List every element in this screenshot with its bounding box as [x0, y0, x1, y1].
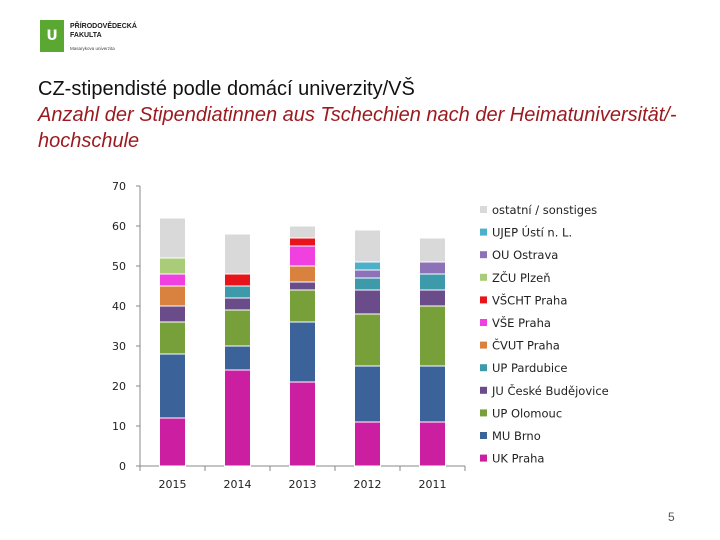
bar-segment [224, 369, 251, 467]
bar-segment [419, 261, 446, 275]
bar-segment [224, 297, 251, 311]
bar-segment [289, 237, 316, 247]
bar-segment [289, 265, 316, 283]
bar-segment [224, 285, 251, 299]
legend-swatch [480, 228, 487, 236]
title-german: Anzahl der Stipendiatinnen aus Tschechie… [38, 104, 677, 152]
legend-swatch [480, 251, 487, 259]
legend-label: UK Praha [492, 452, 544, 466]
legend-label: UP Olomouc [492, 406, 562, 420]
legend-swatch [480, 273, 487, 281]
university-logo: U PŘÍRODOVĚDECKÁ FAKULTA Masarykova univ… [40, 20, 180, 60]
bar-segment [159, 417, 186, 467]
bar-segment [419, 237, 446, 263]
y-tick-label: 20 [112, 380, 126, 393]
bar-segment [354, 313, 381, 367]
bar-segment [159, 273, 186, 287]
legend-swatch [480, 296, 487, 304]
faculty-name: PŘÍRODOVĚDECKÁ FAKULTA [70, 22, 137, 40]
y-tick-label: 60 [112, 220, 126, 233]
bar-segment [354, 277, 381, 291]
legend-label: VŠCHT Praha [492, 292, 567, 307]
bar-segment [289, 321, 316, 383]
faculty-name-line1: PŘÍRODOVĚDECKÁ [70, 23, 137, 30]
legend-swatch [480, 364, 487, 372]
x-tick-label: 2015 [159, 478, 187, 491]
legend-swatch [480, 206, 487, 213]
legend-label: ZČU Plzeň [492, 270, 551, 285]
x-tick-label: 2012 [354, 478, 382, 491]
title-czech: CZ-stipendisté podle domácí univerzity/V… [38, 78, 415, 100]
bar-segment [354, 365, 381, 423]
y-tick-label: 50 [112, 260, 126, 273]
university-logo-mark: U [40, 20, 64, 52]
bar-segment [224, 309, 251, 347]
bar-segment [419, 365, 446, 423]
legend-swatch [480, 341, 487, 349]
y-tick-label: 10 [112, 420, 126, 433]
bar-segment [159, 353, 186, 419]
bar-segment [354, 229, 381, 263]
bar-segment [354, 269, 381, 279]
y-tick-label: 40 [112, 300, 126, 313]
x-tick-label: 2011 [419, 478, 447, 491]
y-tick-label: 0 [119, 460, 126, 473]
legend-label: UP Pardubice [492, 361, 567, 375]
y-tick-label: 70 [112, 180, 126, 193]
stacked-bar-chart: 0 10 20 30 40 50 60 70 2015 2014 2013 2012 2011 ostat… [0, 170, 720, 510]
legend-swatch [480, 319, 487, 326]
bar-segment [289, 281, 316, 291]
legend-swatch [480, 432, 487, 439]
bar-segment [224, 233, 251, 275]
legend-label: VŠE Praha [492, 315, 551, 330]
bar-segment [419, 421, 446, 467]
bar-segment [289, 225, 316, 239]
legend-label: OU Ostrava [492, 248, 558, 262]
legend-label: JU České Budějovice [491, 383, 609, 398]
bar-segment [419, 273, 446, 291]
bar-segment [159, 321, 186, 355]
y-tick-label: 30 [112, 340, 126, 353]
bar-segment [419, 305, 446, 367]
bar-segment [224, 273, 251, 287]
slide-title: CZ-stipendisté podle domácí univerzity/V… [38, 76, 698, 154]
bar-segment [159, 305, 186, 323]
bar-segment [289, 289, 316, 323]
legend-swatch [480, 386, 487, 394]
bar-segment [419, 289, 446, 307]
legend-label: UJEP Ústí n. L. [492, 225, 572, 240]
bar-segment [354, 421, 381, 467]
chart-svg: 0 10 20 30 40 50 60 70 2015 2014 2013 2012 2011 ostat… [112, 180, 609, 491]
bar-segment [354, 289, 381, 315]
legend-swatch [480, 409, 487, 417]
bar-segment [289, 381, 316, 467]
bar-segment [354, 261, 381, 271]
legend-label: ČVUT Praha [492, 338, 560, 353]
bar-segment [159, 285, 186, 307]
x-tick-label: 2014 [224, 478, 252, 491]
page-number: 5 [668, 510, 675, 524]
x-tick-label: 2013 [289, 478, 317, 491]
legend-swatch [480, 454, 487, 462]
faculty-name-line2: FAKULTA [70, 32, 102, 39]
legend-label: MU Brno [492, 429, 541, 443]
bar-segment [159, 257, 186, 275]
bar-segment [224, 345, 251, 371]
university-name: Masarykova univerzita [70, 46, 115, 51]
legend-label: ostatní / sonstiges [492, 203, 597, 217]
bar-segment [289, 245, 316, 267]
bar-segment [159, 217, 186, 259]
